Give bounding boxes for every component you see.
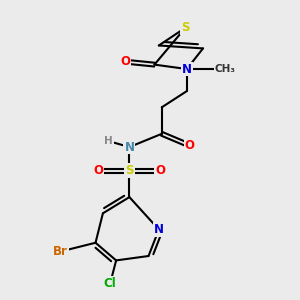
Text: S: S: [181, 21, 190, 34]
Text: N: N: [182, 62, 192, 76]
Text: Br: Br: [53, 245, 68, 258]
Text: N: N: [154, 223, 164, 236]
Text: Cl: Cl: [104, 277, 117, 290]
Text: H: H: [104, 136, 113, 146]
Text: S: S: [125, 164, 134, 177]
Text: O: O: [120, 55, 130, 68]
Text: O: O: [94, 164, 103, 177]
Text: O: O: [155, 164, 165, 177]
Text: CH₃: CH₃: [214, 64, 236, 74]
Text: N: N: [124, 141, 134, 154]
Text: O: O: [185, 139, 195, 152]
